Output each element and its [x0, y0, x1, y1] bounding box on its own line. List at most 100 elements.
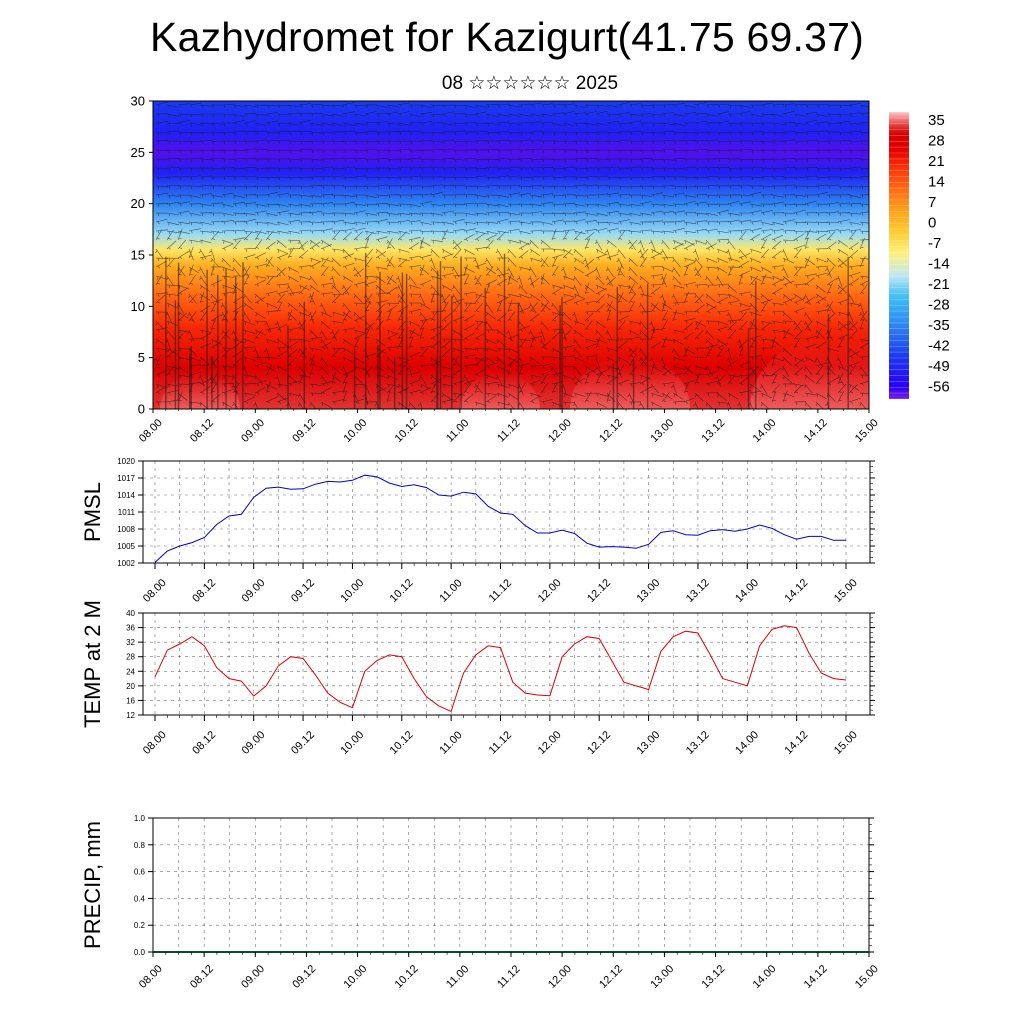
x-tick-label: 12.12	[597, 963, 625, 991]
temp-2m-line	[154, 625, 847, 713]
y-tick-label: 5	[138, 350, 145, 365]
y-tick-label: 16	[126, 696, 135, 705]
x-tick-label: 11.12	[487, 729, 514, 756]
panel-frame	[142, 612, 871, 716]
colorbar-label: 28	[928, 132, 945, 149]
colorbar-steps	[889, 111, 909, 400]
y-tick-label: 15	[131, 248, 145, 263]
y-tick-label: 12	[126, 711, 135, 720]
x-tick-label: 09.12	[290, 963, 318, 991]
x-tick-label: 08.12	[190, 729, 218, 757]
x-tick-label: 08.12	[188, 963, 216, 991]
y-axis-label: PRECIP, mm	[80, 821, 105, 949]
colorbar-label: -7	[928, 235, 941, 252]
x-tick-label: 09.00	[240, 577, 268, 605]
warm-spots	[160, 337, 869, 409]
y-tick-label: 20	[126, 682, 135, 691]
x-tick-label: 08.00	[137, 417, 165, 445]
x-tick-label: 14.12	[802, 417, 830, 445]
wind-barbs	[153, 101, 869, 409]
x-tick-label: 10.12	[388, 729, 416, 757]
y-tick-label: 1008	[117, 525, 135, 534]
x-tick-label: 09.12	[289, 729, 317, 757]
x-tick-label: 11.00	[437, 577, 464, 604]
y-tick-label: 10	[131, 299, 145, 314]
x-tick-label: 11.00	[444, 963, 471, 990]
x-tick-label: 11.12	[495, 417, 522, 444]
page-subtitle: 08 ☆☆☆☆☆☆ 2025	[441, 73, 619, 94]
x-tick-label: 12.12	[585, 577, 613, 605]
x-tick-label: 13.00	[648, 963, 676, 991]
y-axis-label: PMSL	[80, 482, 105, 542]
x-tick-label: 10.12	[393, 963, 421, 991]
x-tick-label: 15.00	[832, 729, 860, 757]
colorbar-label: -28	[928, 296, 950, 313]
colorbar-label: -35	[928, 317, 950, 334]
colorbar-label: -49	[928, 358, 950, 375]
x-tick-label: 14.12	[783, 729, 811, 757]
x-tick-label: 08.00	[141, 729, 169, 757]
y-tick-label: 1002	[117, 559, 135, 568]
warm-spot	[750, 337, 869, 409]
y-tick-label: 1.0	[134, 814, 146, 823]
x-tick-label: 10.00	[338, 729, 366, 757]
temperature-colorbar: 35 28 21 14 7 0 -7 -14 -21 -28 -35 -42 -49 -56	[889, 111, 950, 400]
x-tick-label: 13.00	[634, 729, 662, 757]
y-tick-label: 1017	[117, 474, 135, 483]
colorbar-label: -56	[928, 378, 950, 395]
x-tick-label: 12.12	[597, 417, 625, 445]
y-axis-label: TEMP at 2 M	[80, 600, 105, 728]
warm-spot	[570, 355, 690, 409]
x-tick-label: 13.12	[699, 963, 727, 991]
x-tick-label: 10.12	[393, 417, 421, 445]
colorbar-fill	[889, 112, 909, 399]
x-tick-label: 08.12	[188, 417, 216, 445]
x-tick-label: 10.00	[341, 417, 369, 445]
x-tick-label: 08.12	[190, 577, 218, 605]
colorbar-label: -42	[928, 337, 950, 354]
x-tick-label: 10.00	[341, 963, 369, 991]
colorbar-label: 35	[928, 112, 945, 129]
y-tick-label: 0.6	[134, 868, 146, 877]
y-tick-label: 40	[126, 609, 135, 618]
x-tick-label: 14.00	[751, 963, 779, 991]
x-tick-label: 14.00	[733, 577, 761, 605]
page-title: Kazhydromet for Kazigurt(41.75 69.37)	[150, 14, 864, 60]
x-tick-label: 11.00	[444, 417, 471, 444]
x-tick-label: 15.00	[853, 417, 881, 445]
x-tick-label: 11.12	[487, 577, 514, 604]
x-tick-label: 13.12	[684, 577, 712, 605]
precip-panel: 0.0 0.2 0.4 0.6 0.8 1.0 08.00 08.12 09.00 09.12 10…	[80, 814, 881, 991]
y-tick-label: 0.2	[134, 921, 146, 930]
x-tick-label: 11.12	[495, 963, 522, 990]
y-tick-label: 1014	[117, 491, 135, 500]
x-tick-label: 11.00	[437, 729, 464, 756]
warm-spot	[460, 373, 540, 409]
y-tick-label: 20	[131, 196, 145, 211]
colorbar-label: -14	[928, 255, 950, 272]
x-tick-label: 12.00	[546, 417, 574, 445]
temp-2m-panel: 12 16 20 24 28 32 36 40 08.00 08.12 09.00 09.12 10.0…	[80, 600, 875, 757]
wind-barb-paths	[153, 101, 869, 409]
warm-spot	[160, 373, 240, 409]
x-tick-label: 15.00	[832, 577, 860, 605]
y-tick-label: 1020	[117, 457, 135, 466]
y-tick-label: 24	[126, 667, 135, 676]
grid	[143, 460, 870, 564]
y-tick-label: 28	[126, 653, 135, 662]
x-tick-label: 09.12	[290, 417, 318, 445]
x-tick-label: 12.00	[536, 729, 564, 757]
x-tick-label: 10.00	[338, 577, 366, 605]
y-tick-label: 1005	[117, 542, 135, 551]
y-tick-label: 30	[131, 94, 145, 109]
x-tick-label: 09.00	[240, 729, 268, 757]
x-tick-label: 14.12	[802, 963, 830, 991]
x-tick-label: 09.12	[289, 577, 317, 605]
y-tick-label: 1011	[118, 508, 136, 517]
x-tick-label: 14.00	[751, 417, 779, 445]
x-tick-label: 14.00	[733, 729, 761, 757]
y-tick-label: 0.0	[134, 948, 146, 957]
temperature-field	[153, 101, 869, 409]
y-tick-label: 0.4	[134, 894, 146, 903]
